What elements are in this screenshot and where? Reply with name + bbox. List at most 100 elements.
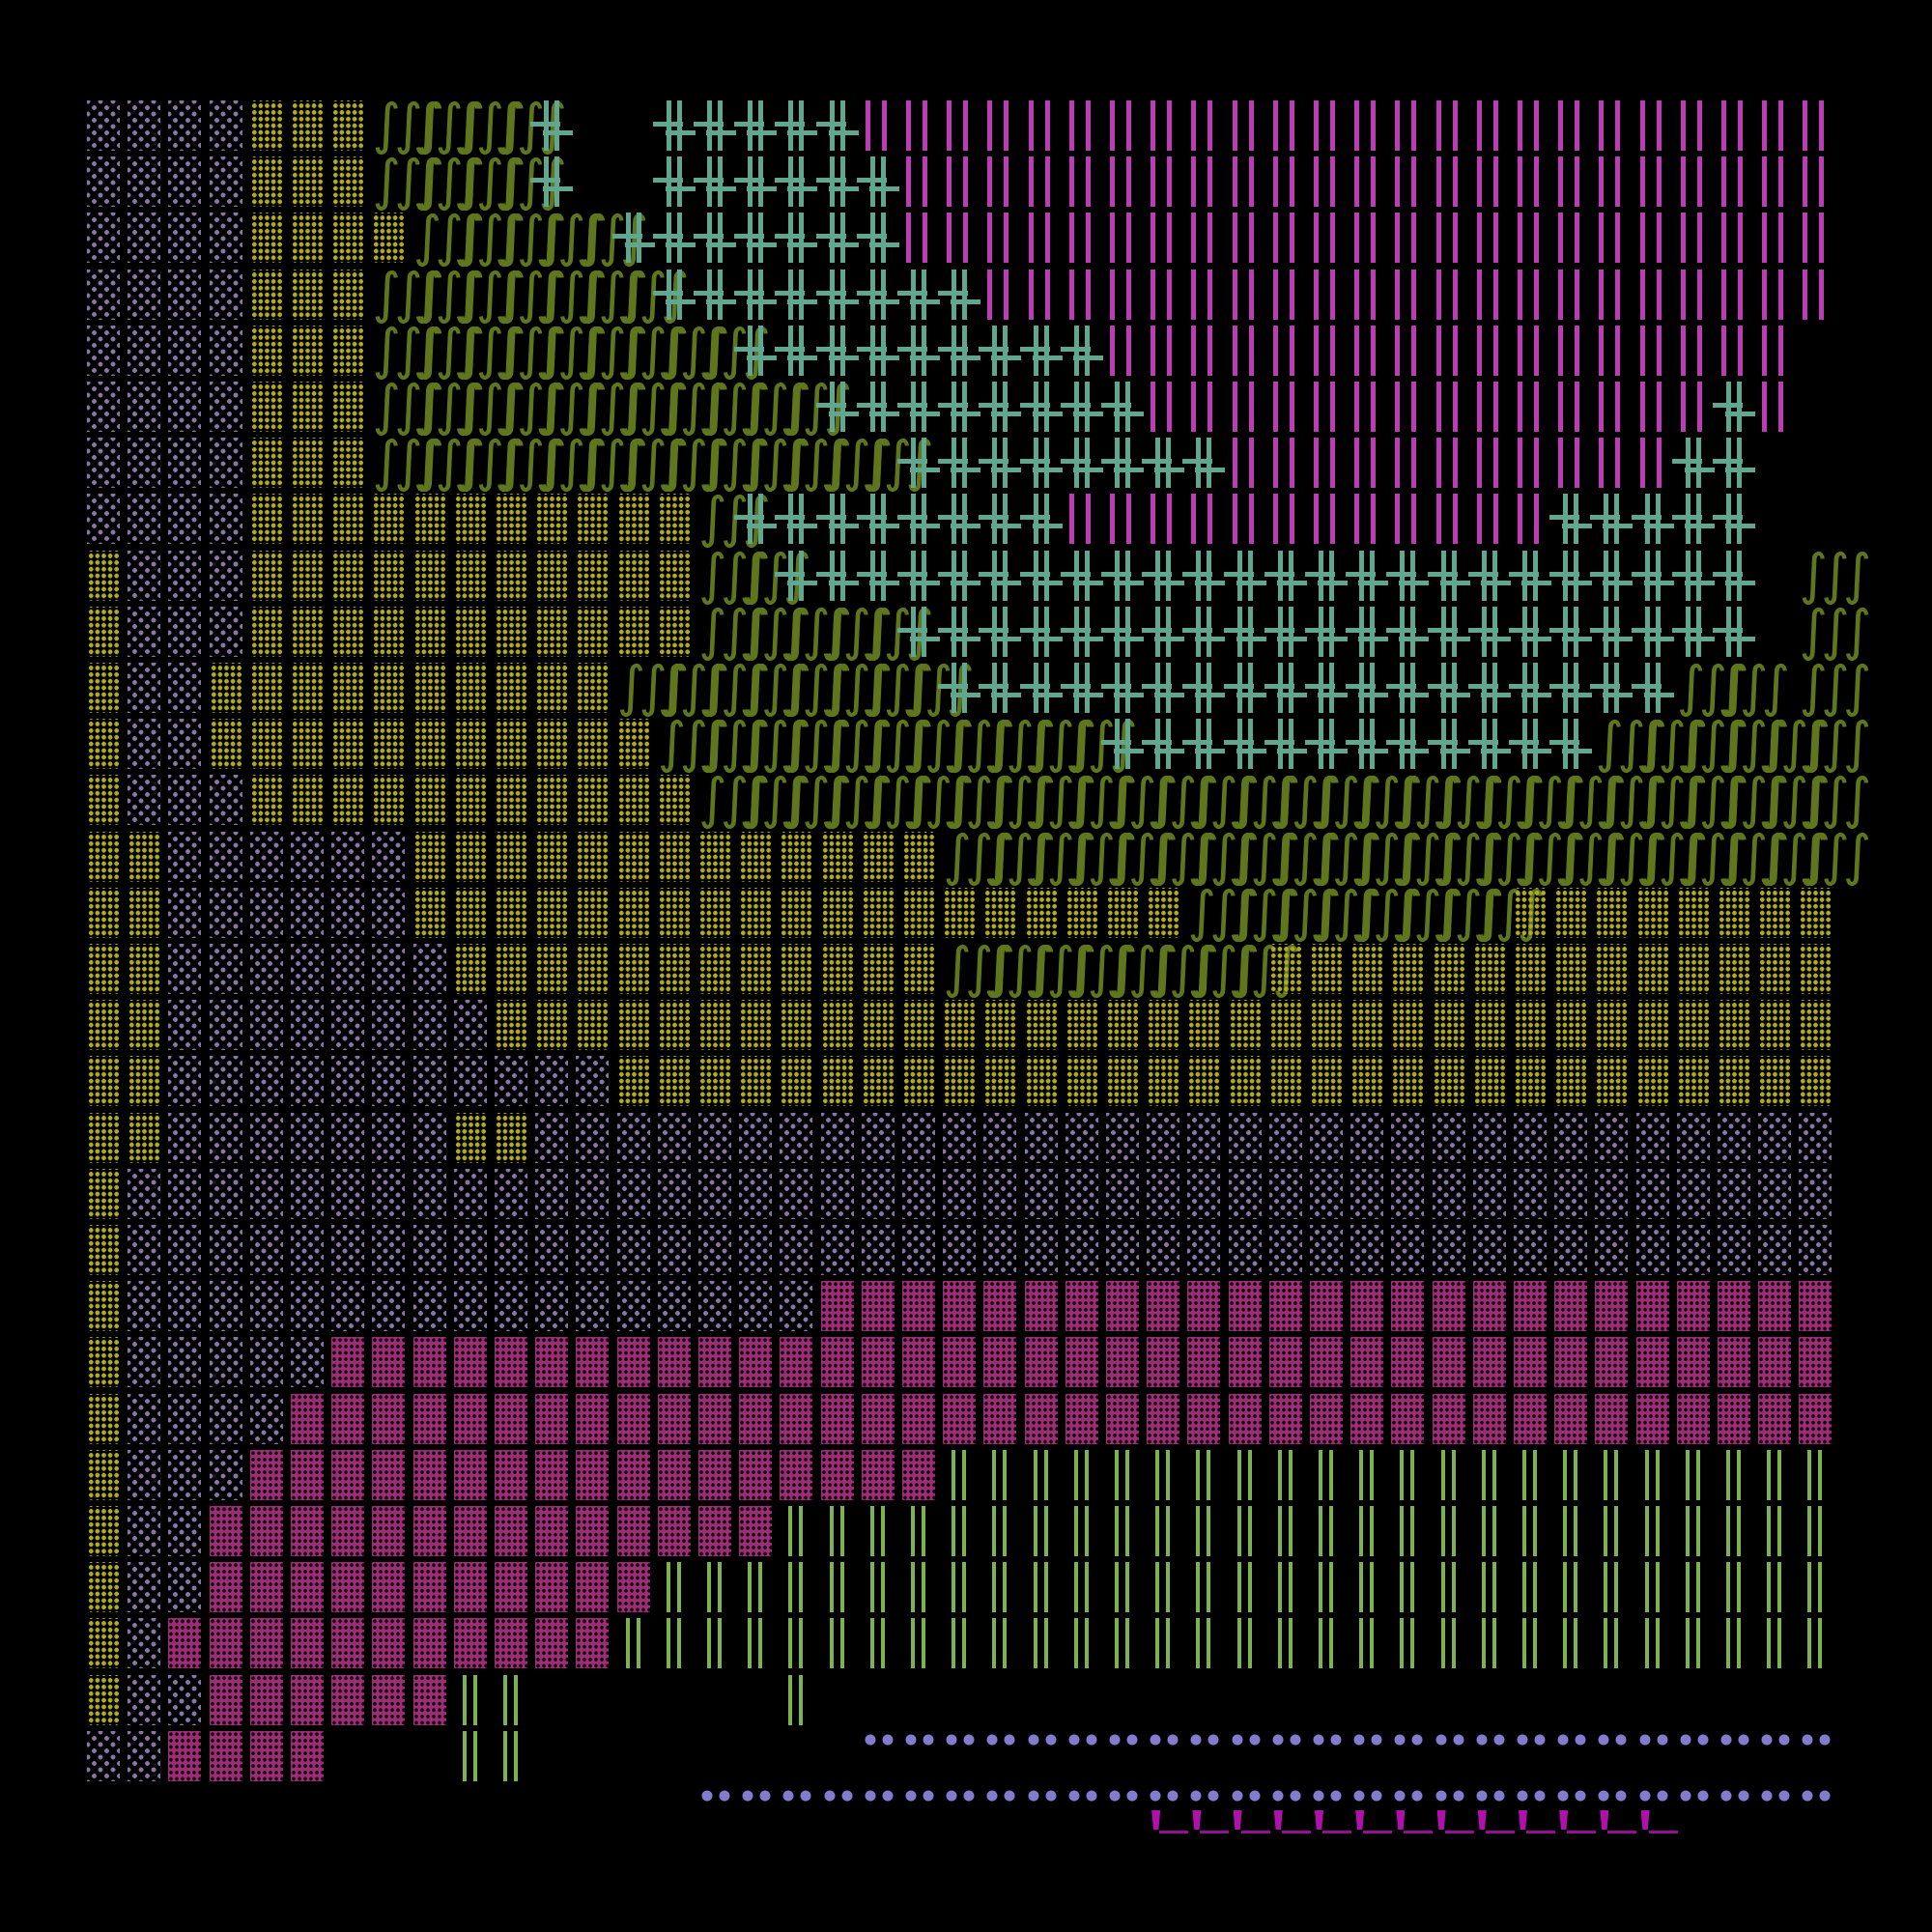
cell-olive-integral-run: ∫∫∫ (412, 149, 486, 213)
cell-yellow-dense-dot-block (291, 269, 324, 320)
cell-green-line-pair (943, 1449, 977, 1500)
cell-magenta-dense-square (412, 1506, 446, 1556)
cell-purple-sparse-dot-block (1065, 1225, 1098, 1275)
cell-purple-sparse-dot-block (168, 325, 202, 376)
cell-teal-double-cross (694, 213, 736, 264)
cell-olive-integral-run: ∫∫∫ (372, 374, 444, 438)
cell-lavender-dot-pair (1432, 1730, 1465, 1781)
cell-green-line-pair (1065, 1506, 1098, 1556)
cell-purple-sparse-dot-block (168, 1393, 202, 1444)
cell-magenta-dense-square (495, 1449, 527, 1500)
cell-green-line-pair (1718, 1618, 1750, 1669)
cell-teal-double-cross (979, 438, 1022, 489)
cell-teal-double-cross (1346, 550, 1389, 601)
cell-teal-double-cross (815, 100, 859, 151)
cell-purple-sparse-dot-block (372, 944, 406, 994)
cell-yellow-dense-dot-block (87, 1056, 120, 1107)
cell-yellow-dense-dot-block (372, 213, 406, 264)
cell-teal-double-cross (1549, 550, 1593, 601)
cell-yellow-dense-dot-block (249, 269, 283, 320)
cell-purple-sparse-dot-block (168, 1337, 202, 1388)
cell-magenta-dense-square (331, 1674, 365, 1725)
cell-magenta-bar-pair (1350, 156, 1384, 208)
cell-purple-sparse-dot-block (698, 1281, 731, 1332)
cell-olive-integral-run: ∫∫∫ (412, 93, 486, 156)
cell-lavender-dot-pair (983, 1787, 1017, 1837)
cell-purple-sparse-dot-block (1718, 1112, 1750, 1163)
cell-purple-sparse-dot-block (128, 1506, 161, 1556)
cell-olive-integral-run: ∫∫∫ (1514, 767, 1586, 832)
cell-yellow-dense-dot-block (1472, 944, 1506, 994)
cell-magenta-dense-square (1554, 1281, 1588, 1332)
cell-green-line-pair (1350, 1618, 1384, 1669)
cell-yellow-dense-dot-block (657, 775, 691, 826)
cell-teal-double-cross (1509, 663, 1551, 713)
cell-olive-integral-run: ∫∫∫ (657, 374, 730, 438)
cell-green-line-pair (1228, 1562, 1262, 1613)
cell-purple-sparse-dot-block (453, 1000, 487, 1051)
cell-yellow-dense-dot-block (1799, 944, 1833, 994)
cell-magenta-bar-pair (1432, 382, 1465, 432)
cell-magenta-bar-pair (1228, 269, 1262, 320)
cell-purple-sparse-dot-block (861, 1225, 895, 1275)
cell-magenta-dense-square (412, 1393, 446, 1444)
cell-olive-integral-run: ∫∫∫ (1391, 823, 1463, 888)
cell-yellow-dense-dot-block (657, 606, 691, 657)
cell-yellow-dense-dot-block (495, 831, 527, 882)
cell-magenta-dense-square (657, 1393, 691, 1444)
cell-green-line-pair (1432, 1506, 1465, 1556)
cell-magenta-dense-square (1228, 1393, 1262, 1444)
cell-purple-sparse-dot-block (372, 1281, 406, 1332)
cell-green-line-pair (1024, 1449, 1058, 1500)
cell-magenta-bar-pair (983, 100, 1017, 151)
cell-green-line-pair (1106, 1562, 1139, 1613)
cell-purple-sparse-dot-block (739, 1112, 773, 1163)
cell-purple-sparse-dot-block (1514, 1168, 1547, 1219)
cell-purple-sparse-dot-block (168, 438, 202, 489)
cell-teal-double-cross (815, 213, 859, 264)
cell-yellow-dense-dot-block (820, 944, 854, 994)
cell-magenta-dense-square (1065, 1393, 1098, 1444)
cell-teal-double-cross (979, 550, 1022, 601)
cell-magenta-bar-pair (943, 213, 977, 264)
cell-yellow-dense-dot-block (87, 1168, 120, 1219)
cell-olive-integral-run: ∫∫∫ (698, 711, 771, 776)
cell-magenta-dense-square (657, 1449, 691, 1500)
cell-purple-sparse-dot-block (780, 1281, 813, 1332)
cell-green-line-pair (1432, 1618, 1465, 1669)
cell-purple-sparse-dot-block (249, 1112, 283, 1163)
cell-lavender-dot-pair (1024, 1730, 1058, 1781)
cell-purple-sparse-dot-block (1391, 1225, 1425, 1275)
cell-magenta-bar-pair (1676, 213, 1710, 264)
cell-purple-sparse-dot-block (535, 1112, 569, 1163)
cell-magenta-dense-square (291, 1393, 324, 1444)
cell-magenta-bar-pair (1350, 438, 1384, 489)
cell-purple-sparse-dot-block (331, 1225, 365, 1275)
cell-magenta-bar-pair (1350, 494, 1384, 545)
cell-purple-sparse-dot-block (535, 1168, 569, 1219)
cell-green-line-pair (1391, 1449, 1425, 1500)
cell-yellow-dense-dot-block (576, 775, 610, 826)
cell-yellow-dense-dot-block (1554, 1000, 1588, 1051)
cell-magenta-dense-square (902, 1393, 935, 1444)
cell-olive-integral-run: ∫∫∫ (861, 598, 934, 663)
cell-magenta-dense-square (168, 1618, 202, 1669)
cell-olive-integral-run: ∫∫∫ (1676, 655, 1749, 719)
cell-purple-sparse-dot-block (291, 1337, 324, 1388)
cell-purple-sparse-dot-block (780, 1225, 813, 1275)
cell-purple-sparse-dot-block (1024, 1168, 1058, 1219)
cell-olive-integral-run: ∫∫∫ (1268, 823, 1342, 888)
cell-yellow-dense-dot-block (576, 831, 610, 882)
cell-purple-sparse-dot-block (209, 1168, 242, 1219)
cell-yellow-dense-dot-block (412, 663, 446, 713)
cell-purple-sparse-dot-block (698, 1112, 731, 1163)
cell-magenta-dense-square (209, 1730, 242, 1781)
cell-yellow-dense-dot-block (453, 944, 487, 994)
cell-magenta-dense-square (698, 1393, 731, 1444)
cell-magenta-dense-square (902, 1449, 935, 1500)
cell-teal-double-cross (1549, 494, 1593, 545)
cell-olive-integral-run: ∫∫∫ (1635, 711, 1709, 776)
cell-yellow-dense-dot-block (87, 1112, 120, 1163)
cell-yellow-dense-dot-block (412, 550, 446, 601)
cell-yellow-dense-dot-block (820, 1000, 854, 1051)
